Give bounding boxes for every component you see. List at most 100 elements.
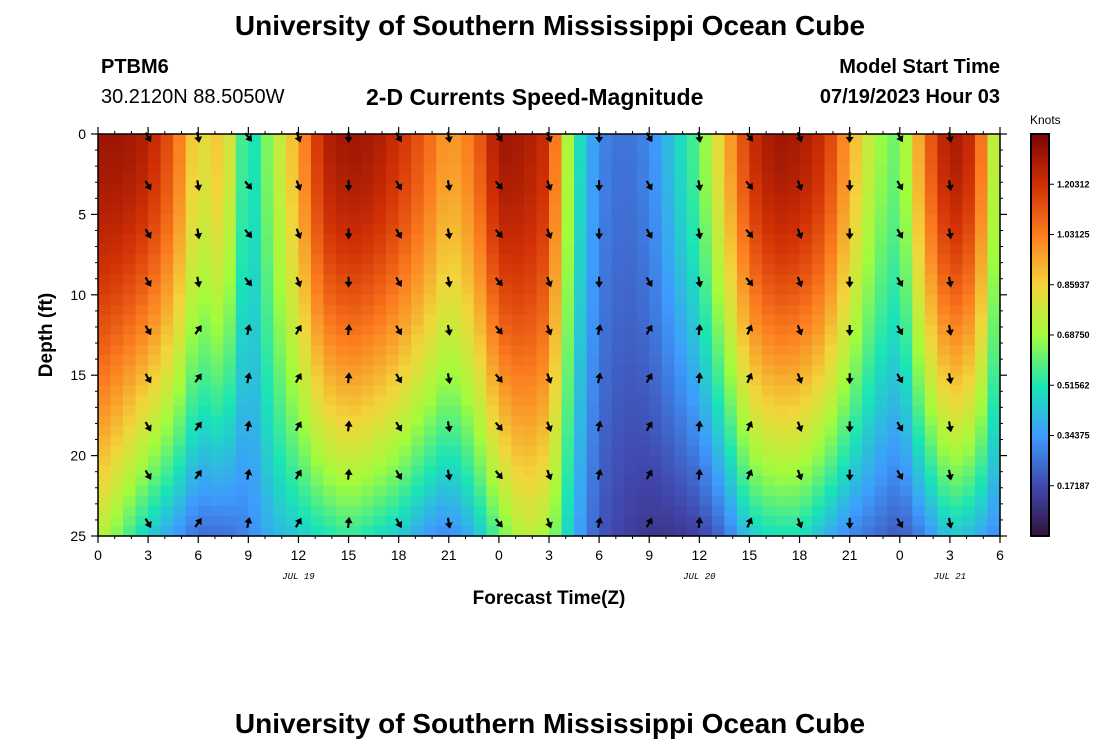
heatmap-cell <box>699 324 713 336</box>
heatmap-cell <box>949 425 964 437</box>
current-arrow <box>194 276 203 288</box>
current-arrow <box>645 469 653 480</box>
heatmap-cell <box>761 274 776 286</box>
heatmap-cell <box>223 465 237 477</box>
arrow-head <box>795 280 804 288</box>
heatmap-cell <box>373 385 387 396</box>
heatmap-cell <box>486 134 500 145</box>
heatmap-cell <box>611 184 625 195</box>
heatmap-cell <box>736 405 751 416</box>
heatmap-cell <box>336 224 350 236</box>
heatmap-cell <box>624 415 638 427</box>
heatmap-cell <box>949 445 964 457</box>
heatmap-cell <box>448 304 462 316</box>
heatmap-cell <box>787 345 801 356</box>
heatmap-cell <box>962 495 976 507</box>
arrow-head <box>444 281 453 288</box>
current-arrow <box>144 518 152 529</box>
heatmap-cell <box>711 335 725 346</box>
heatmap-cell <box>486 204 500 215</box>
heatmap-cell <box>148 435 162 447</box>
heatmap-cell <box>624 485 638 497</box>
heatmap-cell <box>160 525 174 537</box>
heatmap-cell <box>461 264 475 276</box>
heatmap-cell <box>398 485 412 497</box>
heatmap-cell <box>273 304 287 316</box>
current-arrow <box>945 421 954 433</box>
heatmap-cell <box>336 214 350 226</box>
heatmap-cell <box>799 445 813 457</box>
model-start-label: Model Start Time <box>839 56 1000 78</box>
heatmap-cell <box>210 274 224 286</box>
heatmap-cell <box>148 214 162 226</box>
heatmap-cell <box>523 355 538 366</box>
current-arrow <box>545 421 553 433</box>
heatmap-cell <box>937 244 951 256</box>
heatmap-cell <box>574 395 588 406</box>
heatmap-cell <box>436 395 450 406</box>
heatmap-cell <box>774 465 788 477</box>
heatmap-cell <box>674 144 688 155</box>
heatmap-cell <box>135 505 149 517</box>
heatmap-cell <box>561 445 575 457</box>
heatmap-cell <box>160 264 174 276</box>
heatmap-cell <box>949 505 964 517</box>
heatmap-cell <box>711 214 725 226</box>
heatmap-cell <box>123 475 137 487</box>
heatmap-cell <box>862 375 876 386</box>
heatmap-cell <box>248 375 262 386</box>
heatmap-cell <box>98 355 112 366</box>
heatmap-cell <box>148 204 162 215</box>
heatmap-cell <box>649 304 663 316</box>
heatmap-cell <box>260 274 274 286</box>
heatmap-cell <box>661 415 675 427</box>
heatmap-cell <box>135 515 149 527</box>
current-arrow <box>194 421 202 432</box>
heatmap-cell <box>98 335 112 346</box>
heatmap-cell <box>336 505 350 517</box>
heatmap-cell <box>498 415 513 427</box>
heatmap-cell <box>874 475 888 487</box>
heatmap-cell <box>523 385 538 396</box>
heatmap-cell <box>461 174 475 185</box>
heatmap-cell <box>949 294 964 306</box>
heatmap-cell <box>235 224 249 236</box>
heatmap-cell <box>235 304 249 316</box>
heatmap-cell <box>411 455 425 467</box>
heatmap-cell <box>586 224 600 236</box>
heatmap-cell <box>899 455 913 467</box>
heatmap-cell <box>862 324 876 336</box>
heatmap-cell <box>486 304 500 316</box>
heatmap-cell <box>461 134 475 145</box>
heatmap-cell <box>549 324 563 336</box>
heatmap-cell <box>185 355 199 366</box>
arrow-head <box>344 516 353 524</box>
heatmap-cell <box>198 505 212 517</box>
heatmap-cell <box>423 385 437 396</box>
heatmap-cell <box>887 294 901 306</box>
heatmap-cell <box>649 324 663 336</box>
heatmap-cell <box>561 355 575 366</box>
heatmap-cell <box>523 445 538 457</box>
heatmap-cell <box>862 445 876 457</box>
heatmap-cell <box>574 244 588 256</box>
heatmap-cell <box>924 174 938 185</box>
heatmap-cell <box>135 244 149 256</box>
heatmap-cell <box>686 254 700 266</box>
heatmap-cell <box>912 375 926 386</box>
heatmap-cell <box>523 314 538 326</box>
heatmap-cell <box>899 425 913 437</box>
heatmap-cell <box>273 505 287 517</box>
heatmap-cell <box>611 385 625 396</box>
heatmap-cell <box>348 445 362 457</box>
heatmap-cell <box>899 154 913 165</box>
heatmap-cell <box>373 204 387 215</box>
heatmap-cell <box>98 134 112 145</box>
heatmap-cell <box>523 405 538 416</box>
heatmap-cell <box>924 405 938 416</box>
heatmap-cell <box>699 385 713 396</box>
arrow-head <box>395 520 403 529</box>
heatmap-cell <box>285 284 300 296</box>
heatmap-cell <box>974 445 989 457</box>
heatmap-cell <box>310 475 325 487</box>
